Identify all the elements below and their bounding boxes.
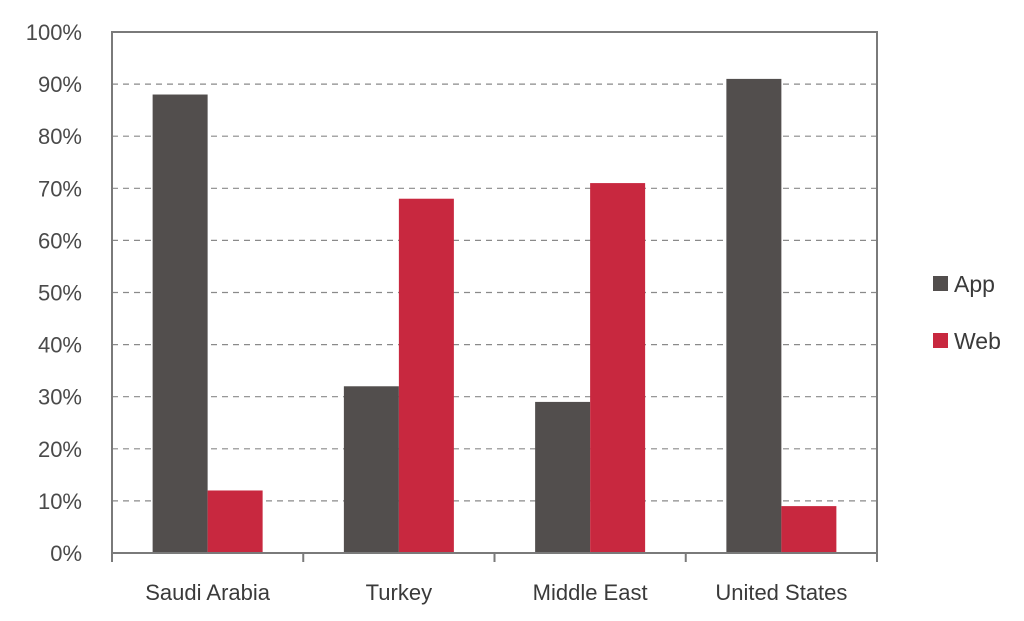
legend-swatch-web — [933, 333, 948, 348]
x-category-label: Turkey — [366, 580, 432, 605]
y-tick-label: 10% — [38, 489, 82, 514]
legend-swatch-app — [933, 276, 948, 291]
bar-app-united-states — [726, 78, 782, 553]
bar-app-saudi-arabia — [152, 94, 208, 554]
bar-web-turkey — [398, 198, 454, 553]
legend-label-web: Web — [954, 328, 1001, 354]
bar-web-united-states — [781, 506, 837, 553]
y-tick-label: 80% — [38, 124, 82, 149]
y-tick-label: 60% — [38, 228, 82, 253]
y-tick-label: 100% — [26, 20, 82, 45]
legend: App Web — [933, 271, 1001, 354]
x-category-label: Saudi Arabia — [145, 580, 271, 605]
bar-web-middle-east — [590, 183, 646, 553]
y-axis-ticks: 0% 10% 20% 30% 40% 50% 60% 70% 80% 90% 100% — [26, 20, 82, 566]
y-tick-label: 40% — [38, 333, 82, 358]
y-tick-label: 20% — [38, 437, 82, 462]
legend-label-app: App — [954, 271, 995, 297]
y-tick-label: 0% — [50, 541, 82, 566]
y-tick-label: 50% — [38, 281, 82, 306]
y-tick-label: 70% — [38, 176, 82, 201]
bar-app-middle-east — [535, 401, 591, 553]
bar-web-saudi-arabia — [207, 490, 263, 553]
bars — [152, 78, 837, 554]
x-axis: Saudi Arabia Turkey Middle East United Stat… — [111, 553, 878, 605]
bar-app-turkey — [343, 386, 399, 553]
x-category-label: United States — [715, 580, 847, 605]
y-tick-label: 90% — [38, 72, 82, 97]
y-tick-label: 30% — [38, 385, 82, 410]
x-category-label: Middle East — [533, 580, 648, 605]
